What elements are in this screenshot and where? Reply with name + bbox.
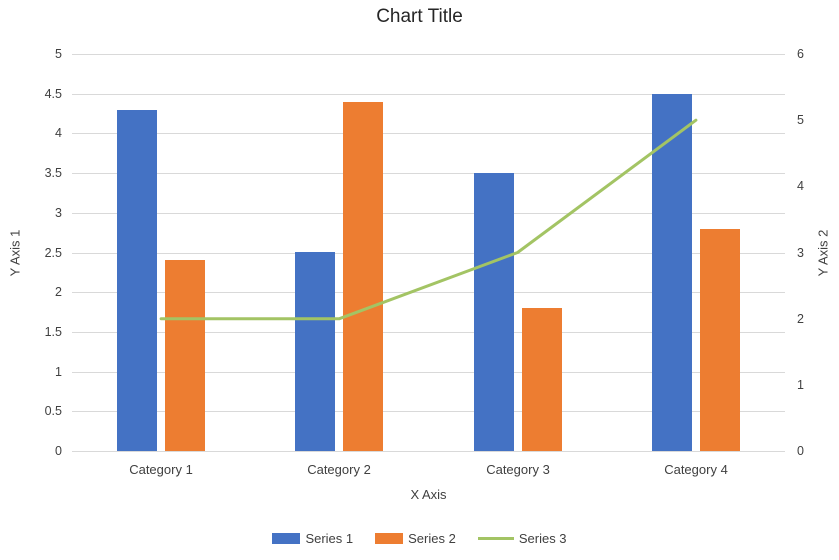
gridline-4.5: [72, 94, 785, 95]
left-axis-tick-4: 4: [55, 126, 62, 140]
right-axis-tick-1: 1: [797, 378, 804, 392]
gridline-0: [72, 451, 785, 452]
right-axis-tick-2: 2: [797, 312, 804, 326]
bar-series-1-category-2: [295, 252, 335, 451]
legend-item-series-3: Series 3: [477, 531, 567, 546]
bar-series-1-category-4: [652, 94, 692, 451]
gridline-1: [72, 372, 785, 373]
left-axis-tick-1.5: 1.5: [44, 325, 62, 339]
category-label-4: Category 4: [664, 462, 728, 477]
category-label-1: Category 1: [129, 462, 193, 477]
right-axis-tick-5: 5: [797, 113, 804, 127]
left-axis-tick-1: 1: [55, 365, 62, 379]
left-axis-tick-0: 0: [55, 444, 62, 458]
legend-item-series-2: Series 2: [375, 531, 456, 546]
legend-swatch-rect: [272, 533, 301, 544]
legend-label: Series 3: [518, 531, 567, 546]
right-axis-tick-0: 0: [797, 444, 804, 458]
category-label-3: Category 3: [486, 462, 550, 477]
gridline-2: [72, 292, 785, 293]
left-axis-tick-0.5: 0.5: [44, 404, 62, 418]
bar-series-2-category-2: [343, 102, 383, 451]
left-axis-tick-2.5: 2.5: [44, 246, 62, 260]
left-axis-tick-3: 3: [55, 206, 62, 220]
category-label-2: Category 2: [307, 462, 371, 477]
gridline-3: [72, 213, 785, 214]
left-axis-tick-2: 2: [55, 285, 62, 299]
legend-label: Series 2: [408, 531, 456, 546]
left-axis-tick-5: 5: [55, 47, 62, 61]
gridline-0.5: [72, 411, 785, 412]
gridline-2.5: [72, 253, 785, 254]
legend-label: Series 1: [305, 531, 354, 546]
legend: Series 1 Series 2 Series 3: [0, 531, 839, 546]
bar-series-2-category-3: [522, 308, 562, 451]
legend-swatch-line: [477, 537, 514, 540]
right-axis-tick-6: 6: [797, 47, 804, 61]
line-series-3: [159, 118, 698, 321]
gridline-5: [72, 54, 785, 55]
bar-series-2-category-1: [165, 260, 205, 451]
left-axis-tick-3.5: 3.5: [44, 166, 62, 180]
right-axis-tick-4: 4: [797, 179, 804, 193]
right-axis-tick-3: 3: [797, 246, 804, 260]
legend-swatch-rect: [375, 533, 404, 544]
x-axis-title: X Axis: [410, 487, 447, 502]
bar-series-2-category-4: [700, 229, 740, 451]
bar-series-1-category-3: [474, 173, 514, 451]
plot-area: [72, 54, 785, 452]
gridline-4: [72, 133, 785, 134]
gridline-1.5: [72, 332, 785, 333]
left-axis-tick-4.5: 4.5: [44, 87, 62, 101]
chart-title: Chart Title: [376, 6, 463, 27]
gridline-3.5: [72, 173, 785, 174]
bar-series-1-category-1: [117, 110, 157, 451]
legend-item-series-1: Series 1: [272, 531, 353, 546]
